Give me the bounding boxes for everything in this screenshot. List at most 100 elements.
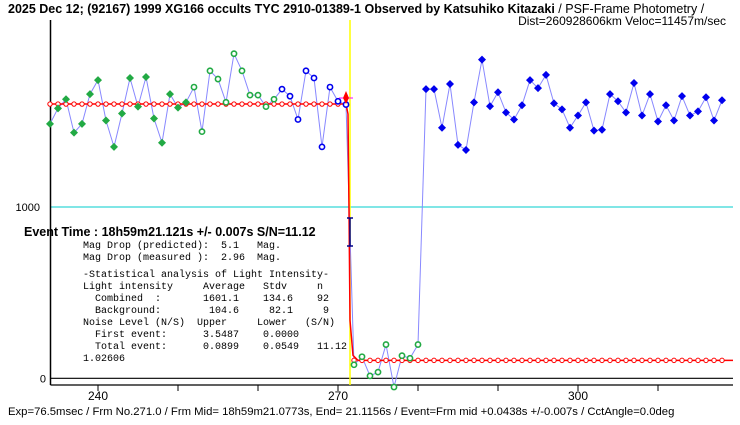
footer-info: Exp=76.5msec / Frm No.271.0 / Frm Mid= 1… [8, 406, 674, 418]
model-point [95, 101, 101, 107]
model-point [591, 357, 597, 364]
data-point [302, 67, 310, 75]
model-point [711, 357, 717, 364]
data-point [238, 67, 246, 75]
model-point [199, 101, 205, 107]
data-point [110, 142, 118, 151]
data-point [206, 67, 214, 75]
data-point [94, 76, 102, 85]
model-point [415, 357, 421, 364]
data-point [398, 352, 406, 360]
model-point [231, 101, 237, 107]
data-point [630, 78, 638, 87]
data-point [230, 50, 238, 58]
model-point [479, 357, 485, 364]
model-point [663, 357, 669, 364]
model-point [319, 101, 325, 107]
data-point [542, 70, 550, 79]
model-point [447, 357, 453, 364]
data-point [430, 85, 438, 94]
distance-velocity: Dist=260928606km Veloc=11457m/sec [518, 14, 726, 28]
model-point [543, 357, 549, 364]
data-point [710, 116, 718, 125]
data-point [286, 92, 294, 100]
model-point [47, 101, 53, 107]
data-point [126, 74, 134, 83]
data-point [718, 96, 726, 105]
y-tick-label: 1000 [16, 202, 40, 214]
stats-line: 1.02606 [83, 354, 125, 365]
data-point [390, 383, 398, 391]
data-point [686, 111, 694, 120]
event-time: Event Time : 18h59m21.121s +/- 0.007s S/… [24, 225, 316, 239]
model-point [687, 357, 693, 364]
stats-line: Background: 104.6 82.1 9 [83, 305, 329, 317]
model-point [615, 357, 621, 364]
model-point [495, 357, 501, 364]
data-point [478, 55, 486, 64]
stats-line: Light intensity Average Stdv n [83, 281, 323, 293]
model-point [367, 357, 373, 364]
model-point [119, 101, 125, 107]
model-point [375, 357, 381, 364]
model-point [463, 357, 469, 364]
data-point [654, 117, 662, 126]
model-point [655, 357, 661, 364]
data-point [294, 116, 302, 123]
data-point [526, 76, 534, 85]
data-point [662, 101, 670, 110]
model-point [79, 101, 85, 107]
data-point [190, 83, 198, 91]
data-point [694, 107, 702, 116]
data-point [638, 111, 646, 120]
stats-line: Noise Level (N/S) Upper Lower (S/N) [83, 317, 335, 329]
model-point [671, 357, 677, 364]
data-point [382, 341, 390, 348]
data-point [46, 119, 54, 128]
model-point [583, 357, 589, 364]
data-point [102, 116, 110, 125]
x-tick-label: 270 [328, 389, 348, 403]
data-point [534, 84, 542, 93]
data-point [318, 143, 326, 151]
model-point [311, 101, 317, 107]
model-point [423, 357, 429, 364]
model-point [127, 101, 133, 107]
model-point [487, 357, 493, 364]
model-point [695, 357, 701, 364]
data-point [606, 90, 614, 99]
error-bar [347, 217, 353, 247]
model-point [559, 357, 565, 364]
model-point [103, 101, 109, 107]
stats-line: Combined : 1601.1 134.6 92 [83, 293, 329, 305]
model-point [383, 357, 389, 364]
model-point [471, 357, 477, 364]
data-point [502, 108, 510, 117]
model-point [191, 101, 197, 107]
data-point [486, 102, 494, 111]
model-point [295, 101, 301, 107]
data-point [614, 97, 622, 106]
mag-drop-measured: Mag Drop (measured ): 2.96 Mag. [83, 252, 281, 264]
model-point [247, 101, 253, 107]
event-marker-point [343, 91, 349, 104]
data-point [62, 95, 70, 104]
data-point [70, 128, 78, 137]
model-point [159, 101, 165, 107]
model-point [151, 101, 157, 107]
data-point [158, 138, 166, 147]
model-point [535, 357, 541, 364]
model-point [279, 101, 285, 107]
model-point [215, 101, 221, 107]
model-point [647, 357, 653, 364]
data-point [198, 128, 206, 136]
model-point [87, 101, 93, 107]
model-point [575, 357, 581, 364]
data-point [510, 115, 518, 124]
data-point [150, 114, 158, 123]
data-point [358, 353, 366, 361]
data-point [622, 108, 630, 117]
y-tick-label: 0 [40, 373, 46, 385]
model-point [303, 101, 309, 107]
model-point [111, 101, 117, 107]
